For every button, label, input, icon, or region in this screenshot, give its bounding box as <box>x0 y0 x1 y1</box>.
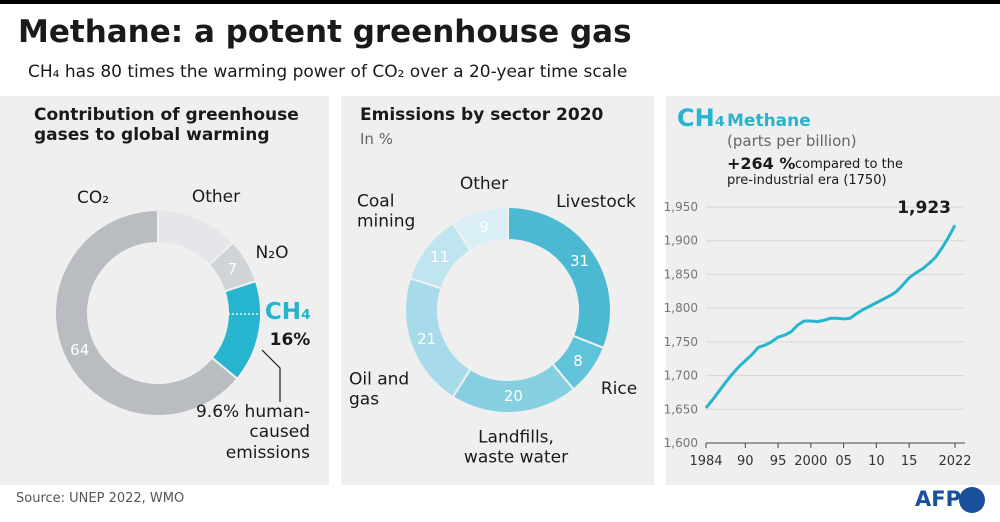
annotation: 9.6% human-caused emissions <box>195 402 310 463</box>
category-label: Other <box>191 186 241 207</box>
x-tick-label: 2000 <box>794 454 827 469</box>
x-tick-label: 95 <box>770 454 787 469</box>
panel <box>0 96 329 485</box>
callout-line <box>261 349 281 402</box>
y-tick-label: 1,650 <box>664 402 698 416</box>
x-tick-label: 15 <box>901 454 918 469</box>
title: Methane: a potent greenhouse gas <box>18 14 632 50</box>
panel-title: Contribution of greenhouse gases to glob… <box>34 105 299 146</box>
value-label: 1,923 <box>897 198 951 218</box>
value-label: 11 <box>430 247 450 266</box>
panel-title: Methane <box>727 111 811 131</box>
category-label: N₂O <box>255 242 289 263</box>
value-label: 16% <box>269 329 311 350</box>
panel-subtitle: In % <box>360 130 393 148</box>
value-label: 9 <box>479 217 489 236</box>
category-label: CO₂ <box>76 187 110 208</box>
category-label: Other <box>459 173 509 194</box>
value-label: 7 <box>227 259 238 278</box>
category-label: Livestock <box>556 191 636 212</box>
x-tick-label: 05 <box>835 454 852 469</box>
value-label: 20 <box>503 387 523 406</box>
gas-label: CH₄ <box>677 104 726 132</box>
annotation-value: +264 % <box>727 154 796 173</box>
donut-slice <box>54 208 239 417</box>
y-tick-label: 1,850 <box>664 267 698 281</box>
value-label: 8 <box>573 351 583 370</box>
value-label: 31 <box>569 252 590 271</box>
y-tick-label: 1,950 <box>664 200 698 214</box>
x-tick-label: 2022 <box>938 454 971 469</box>
panel-subtitle: (parts per billion) <box>727 132 857 150</box>
panel-title: Emissions by sector 2020 <box>360 105 604 125</box>
top-rule <box>0 0 1000 4</box>
value-label: 21 <box>417 330 437 349</box>
donut-slice <box>451 205 509 253</box>
y-tick-label: 1,700 <box>664 369 698 383</box>
x-tick-label: 90 <box>737 454 754 469</box>
x-tick-label: 10 <box>868 454 885 469</box>
category-label: Oil and gas <box>349 369 410 410</box>
category-label: CH₄ <box>264 299 312 326</box>
x-tick-label: 1984 <box>689 454 722 469</box>
panel <box>666 96 1000 485</box>
annotation-text: compared to the pre-industrial era (1750… <box>727 157 903 188</box>
line-series <box>704 224 957 409</box>
y-tick-label: 1,900 <box>664 234 698 248</box>
source: Source: UNEP 2022, WMO <box>16 491 185 506</box>
logo-mark <box>959 487 985 513</box>
subtitle: CH₄ has 80 times the warming power of CO… <box>28 62 628 82</box>
category-label: Rice <box>600 378 638 399</box>
donut-slice <box>210 279 262 381</box>
category-label: Coal mining <box>357 191 416 232</box>
y-tick-label: 1,600 <box>664 436 698 450</box>
y-tick-label: 1,750 <box>664 335 698 349</box>
category-label: Landfills, waste water <box>463 427 569 468</box>
logo: AFP <box>915 487 961 511</box>
value-label: 64 <box>70 340 90 359</box>
y-tick-label: 1,800 <box>664 301 698 315</box>
